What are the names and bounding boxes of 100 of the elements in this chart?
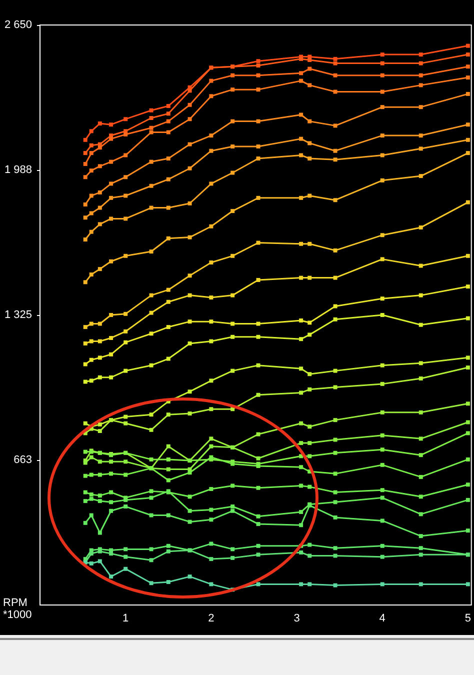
- point: [166, 580, 170, 584]
- point: [333, 56, 338, 61]
- point: [466, 482, 470, 487]
- point: [256, 73, 260, 78]
- point: [256, 582, 260, 586]
- point: [89, 455, 94, 460]
- point: [89, 513, 94, 518]
- point: [83, 421, 88, 426]
- point: [466, 498, 470, 502]
- point: [209, 436, 214, 441]
- point: [418, 361, 423, 366]
- point: [299, 510, 304, 514]
- point: [166, 288, 170, 292]
- point: [466, 316, 470, 320]
- point: [89, 378, 94, 383]
- point: [149, 160, 154, 164]
- x-tick-label: 3: [294, 612, 300, 624]
- point: [299, 337, 304, 342]
- point: [308, 454, 312, 458]
- point: [308, 441, 312, 446]
- point: [209, 487, 214, 491]
- point: [124, 153, 128, 158]
- point: [418, 512, 423, 516]
- point: [256, 486, 260, 490]
- point: [418, 61, 423, 66]
- point: [188, 166, 192, 170]
- point: [466, 457, 470, 462]
- point: [308, 276, 312, 280]
- y-tick-label: 1 988: [4, 164, 32, 176]
- point: [256, 514, 260, 518]
- point: [149, 363, 154, 368]
- point: [466, 366, 470, 370]
- point: [333, 276, 338, 280]
- point: [83, 490, 88, 494]
- point: [109, 182, 114, 186]
- point: [124, 175, 128, 180]
- point: [466, 200, 470, 204]
- point: [333, 472, 338, 476]
- point: [83, 280, 88, 284]
- point: [333, 450, 338, 455]
- y-tick-label: 663: [14, 454, 32, 466]
- point: [98, 530, 102, 535]
- point: [333, 385, 338, 390]
- point: [380, 410, 384, 414]
- point: [308, 372, 312, 376]
- point: [209, 518, 214, 522]
- point: [333, 500, 338, 504]
- point: [256, 456, 260, 460]
- point: [166, 325, 170, 330]
- point: [98, 339, 102, 344]
- point: [308, 387, 312, 392]
- point: [166, 457, 170, 462]
- point: [89, 151, 94, 156]
- point: [166, 444, 170, 448]
- point: [188, 88, 192, 93]
- point: [308, 58, 312, 62]
- point: [333, 73, 338, 78]
- point: [230, 293, 235, 298]
- point: [333, 158, 338, 162]
- point: [299, 112, 304, 117]
- point: [98, 422, 102, 426]
- point: [308, 66, 312, 71]
- point: [209, 339, 214, 344]
- point: [166, 300, 170, 304]
- point: [166, 119, 170, 124]
- point: [466, 431, 470, 436]
- point: [230, 170, 235, 175]
- point: [149, 513, 154, 518]
- point: [124, 340, 128, 344]
- point: [83, 138, 88, 142]
- point: [124, 216, 128, 221]
- point: [109, 500, 114, 504]
- point: [149, 489, 154, 494]
- point: [333, 248, 338, 252]
- point: [149, 293, 154, 298]
- point: [380, 448, 384, 452]
- point: [466, 64, 470, 69]
- point: [149, 108, 154, 112]
- point: [188, 520, 192, 524]
- point: [380, 52, 384, 57]
- point: [83, 450, 88, 454]
- point: [89, 358, 94, 362]
- point: [188, 201, 192, 206]
- point: [166, 112, 170, 116]
- point: [299, 71, 304, 76]
- point: [98, 322, 102, 326]
- point: [83, 237, 88, 242]
- point: [308, 194, 312, 198]
- point: [466, 138, 470, 142]
- point: [230, 322, 235, 326]
- point: [209, 182, 214, 186]
- point: [380, 61, 384, 66]
- point: [466, 582, 470, 586]
- point: [299, 153, 304, 158]
- point: [109, 259, 114, 264]
- point: [209, 407, 214, 412]
- point: [308, 424, 312, 429]
- point: [380, 496, 384, 500]
- point: [380, 544, 384, 548]
- point: [124, 414, 128, 419]
